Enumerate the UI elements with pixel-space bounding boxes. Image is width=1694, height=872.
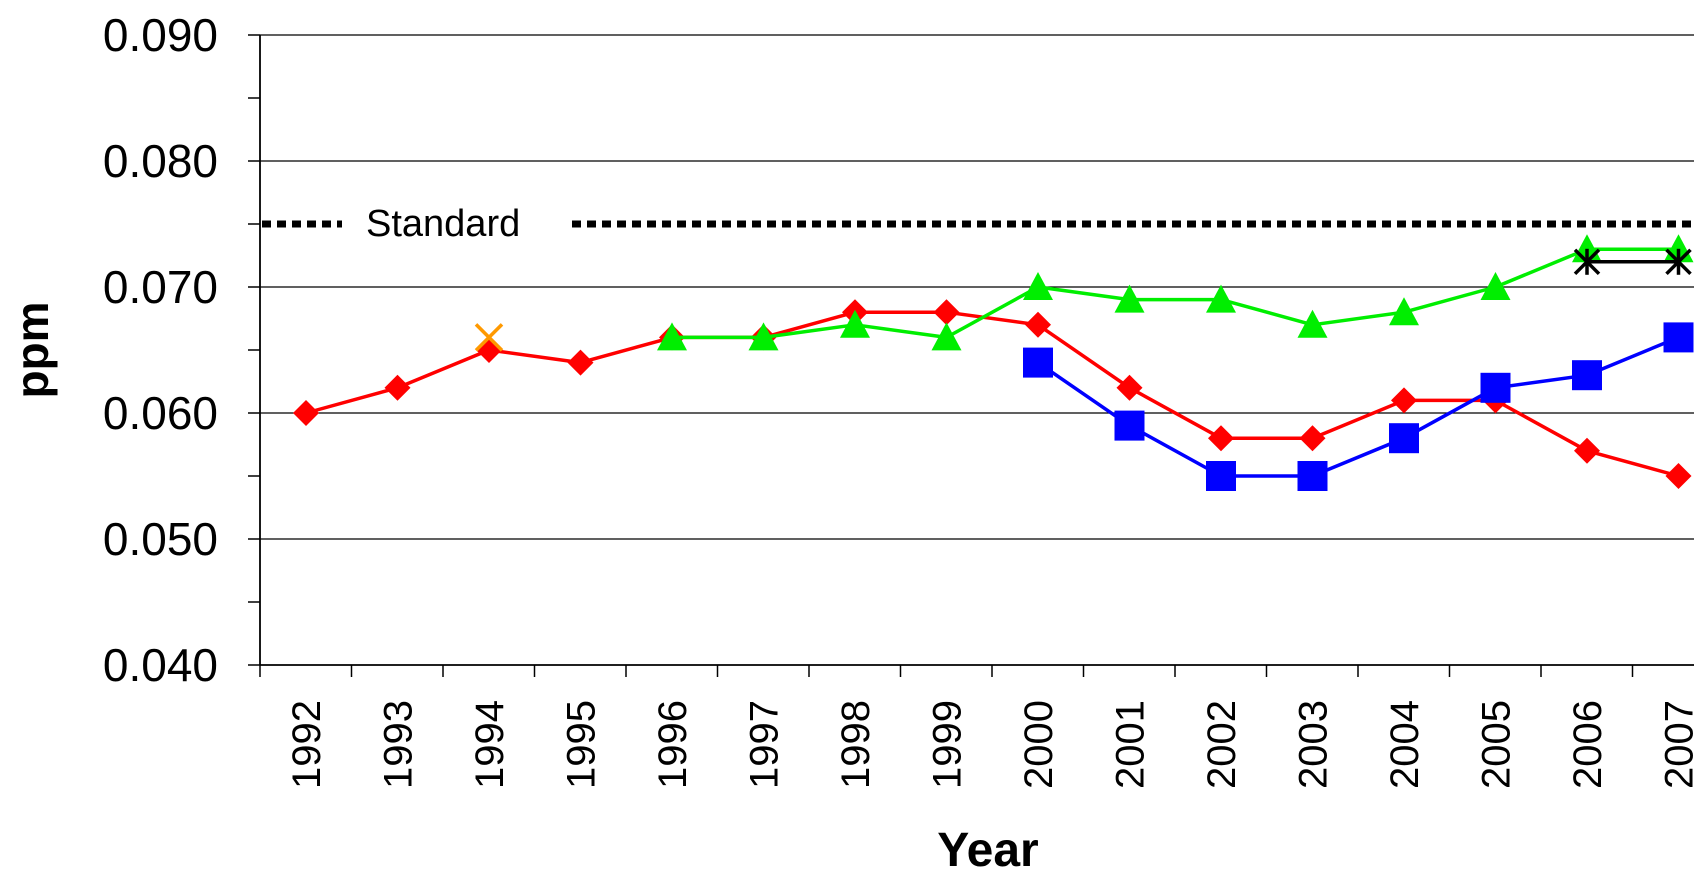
- series-line: [1037, 335, 1680, 478]
- data-point-square: [1480, 372, 1511, 403]
- y-tick-label: 0.060: [103, 387, 218, 439]
- data-point-square: [1663, 322, 1694, 353]
- data-point-triangle: [931, 322, 962, 351]
- x-tick-label: 1992: [285, 700, 329, 789]
- data-point-triangle: [1297, 309, 1328, 338]
- data-point-square: [1023, 347, 1053, 378]
- data-point-diamond: [293, 400, 319, 426]
- y-tick-label: 0.040: [103, 639, 218, 691]
- y-axis-title: ppm: [6, 301, 58, 398]
- data-point-triangle: [1206, 284, 1236, 313]
- x-tick-label: 2003: [1292, 700, 1336, 789]
- x-tick-label: 2005: [1475, 700, 1519, 789]
- data-point-square: [1114, 410, 1145, 441]
- data-point-diamond: [1391, 387, 1417, 414]
- data-point-triangle: [1114, 284, 1145, 313]
- data-point-triangle: [657, 322, 687, 351]
- data-point-diamond: [384, 374, 411, 401]
- data-point-triangle: [1023, 272, 1053, 300]
- y-tick-label: 0.070: [103, 261, 218, 313]
- x-tick-label: 1998: [834, 700, 878, 789]
- data-point-diamond: [933, 299, 960, 326]
- data-point-square: [1572, 360, 1602, 391]
- x-tick-label: 1995: [560, 700, 604, 789]
- data-point-diamond: [476, 337, 502, 363]
- data-point-diamond: [1208, 425, 1234, 452]
- x-tick-label: 1997: [743, 700, 787, 789]
- data-point-triangle: [840, 309, 870, 338]
- x-tick-label: 2006: [1566, 700, 1610, 789]
- x-tick-label: 2004: [1383, 700, 1427, 789]
- data-point-diamond: [1574, 437, 1600, 464]
- x-tick-label: 1999: [926, 700, 970, 789]
- standard-label: Standard: [366, 203, 520, 245]
- x-tick-label: 1996: [651, 700, 695, 789]
- x-tick-label: 2007: [1658, 700, 1694, 789]
- data-point-asterisk: [1573, 248, 1601, 276]
- data-point-diamond: [567, 349, 594, 376]
- y-tick-label: 0.080: [103, 135, 218, 187]
- data-point-square: [1297, 461, 1328, 491]
- data-point-diamond: [1665, 463, 1692, 489]
- x-axis-title: Year: [937, 824, 1038, 872]
- x-tick-label: 2002: [1200, 700, 1244, 789]
- series-line: [305, 310, 1679, 478]
- x-tick-label: 2001: [1109, 700, 1153, 789]
- y-tick-label: 0.090: [103, 9, 218, 61]
- data-point-square: [1206, 461, 1236, 491]
- y-tick-label: 0.050: [103, 513, 218, 565]
- x-tick-label: 1993: [377, 700, 421, 789]
- data-point-triangle: [1389, 297, 1419, 326]
- data-point-diamond: [1299, 425, 1326, 452]
- data-point-diamond: [1116, 374, 1143, 401]
- data-point-square: [1389, 423, 1419, 454]
- x-tick-label: 2000: [1017, 700, 1061, 789]
- data-point-diamond: [1025, 311, 1051, 338]
- data-point-x: [474, 323, 504, 352]
- data-point-triangle: [1480, 272, 1511, 300]
- x-tick-label: 1994: [468, 700, 512, 789]
- data-point-asterisk: [1665, 248, 1692, 276]
- data-point-triangle: [748, 322, 779, 351]
- series-line: [672, 247, 1679, 340]
